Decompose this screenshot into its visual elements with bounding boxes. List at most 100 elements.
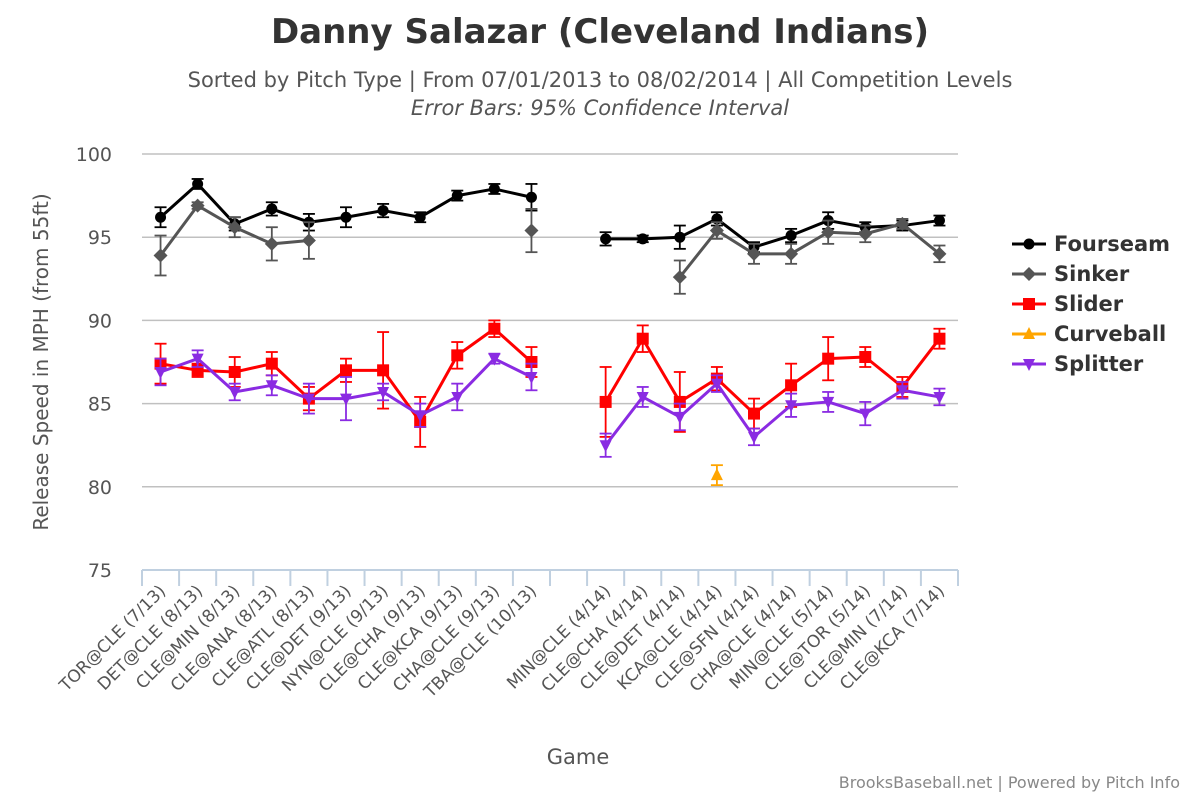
data-point xyxy=(192,178,204,190)
data-point xyxy=(599,440,612,453)
chart-credits: BrooksBaseball.net | Powered by Pitch In… xyxy=(838,773,1180,792)
legend-marker xyxy=(1023,238,1035,250)
x-axis-title: Game xyxy=(547,745,610,769)
legend-item-curveball: Curveball xyxy=(1012,322,1166,346)
data-point xyxy=(228,365,241,378)
legend-item-sinker: Sinker xyxy=(1012,262,1130,286)
legend-marker xyxy=(1023,359,1035,371)
data-point xyxy=(266,203,278,215)
series-splitter xyxy=(154,349,946,458)
data-point xyxy=(748,407,760,420)
y-tick-label: 75 xyxy=(88,560,112,582)
series-line xyxy=(604,337,941,416)
data-point xyxy=(264,236,279,251)
data-point xyxy=(525,191,537,203)
series-line xyxy=(604,382,940,447)
data-point xyxy=(674,231,686,243)
legend-item-slider: Slider xyxy=(1012,292,1124,316)
data-point xyxy=(933,332,946,345)
y-tick-label: 85 xyxy=(88,394,112,416)
chart-subtitle: Sorted by Pitch Type | From 07/01/2013 t… xyxy=(187,68,1013,92)
legend-marker xyxy=(1023,298,1035,310)
data-point xyxy=(451,190,463,202)
data-point xyxy=(747,246,761,261)
legend-label: Fourseam xyxy=(1054,232,1170,256)
data-point xyxy=(525,371,538,384)
y-tick-label: 80 xyxy=(88,477,112,499)
data-point xyxy=(302,393,315,406)
legend-label: Slider xyxy=(1054,292,1124,316)
data-point xyxy=(710,378,723,391)
y-tick-label: 100 xyxy=(76,144,112,166)
data-point xyxy=(785,400,798,413)
data-point xyxy=(525,356,538,368)
data-point xyxy=(488,322,501,335)
legend-label: Curveball xyxy=(1054,322,1166,346)
legend-marker xyxy=(1023,327,1035,339)
data-point xyxy=(524,223,539,238)
legend-marker xyxy=(1022,267,1036,281)
data-point xyxy=(301,233,316,248)
data-point xyxy=(190,198,205,213)
y-tick-label: 90 xyxy=(88,310,112,332)
data-point xyxy=(191,353,204,366)
data-point xyxy=(784,246,799,261)
data-point xyxy=(822,396,835,409)
data-point xyxy=(340,211,352,223)
data-point xyxy=(451,391,464,404)
data-point xyxy=(153,248,168,263)
data-point xyxy=(933,215,945,227)
data-point xyxy=(932,246,947,261)
series-sinker xyxy=(153,198,947,295)
data-point xyxy=(600,233,612,245)
data-point xyxy=(858,226,873,241)
data-point xyxy=(637,233,649,245)
data-point xyxy=(340,364,352,377)
data-point xyxy=(377,364,390,377)
series-line xyxy=(678,222,941,279)
data-point xyxy=(155,211,167,223)
data-point xyxy=(599,395,612,408)
data-point xyxy=(896,385,909,398)
data-point xyxy=(414,211,426,223)
legend-label: Sinker xyxy=(1054,262,1130,286)
data-point xyxy=(488,353,501,366)
legend-label: Splitter xyxy=(1054,352,1144,376)
data-point xyxy=(785,230,797,242)
data-point xyxy=(451,349,464,362)
data-point xyxy=(488,183,500,195)
data-point xyxy=(822,352,835,365)
chart-title: Danny Salazar (Cleveland Indians) xyxy=(270,12,930,52)
data-point xyxy=(377,386,390,399)
data-point xyxy=(821,225,836,240)
y-tick-label: 95 xyxy=(88,227,112,249)
data-point xyxy=(227,220,242,235)
data-point xyxy=(154,366,167,379)
series-curveball xyxy=(710,464,723,487)
data-point xyxy=(673,395,686,408)
data-point xyxy=(748,431,760,444)
y-axis-title: Release Speed in MPH (from 55ft) xyxy=(29,193,53,530)
data-point xyxy=(710,468,723,481)
legend-item-fourseam: Fourseam xyxy=(1012,232,1170,256)
legend-item-splitter: Splitter xyxy=(1012,352,1144,376)
data-point xyxy=(859,351,872,364)
data-point xyxy=(414,410,427,423)
chart-subtitle-error-bars: Error Bars: 95% Confidence Interval xyxy=(410,96,790,120)
data-point xyxy=(636,391,649,404)
data-point xyxy=(859,408,872,421)
data-point xyxy=(709,223,724,238)
data-point xyxy=(672,270,687,285)
data-point xyxy=(265,357,278,370)
data-point xyxy=(933,391,946,404)
data-point xyxy=(340,393,352,406)
data-point xyxy=(636,332,649,345)
data-point xyxy=(895,216,910,231)
series-line xyxy=(605,217,940,249)
data-point xyxy=(265,380,278,393)
data-point xyxy=(377,205,389,217)
data-point xyxy=(673,411,686,424)
data-point xyxy=(228,386,241,399)
data-point xyxy=(785,379,798,392)
